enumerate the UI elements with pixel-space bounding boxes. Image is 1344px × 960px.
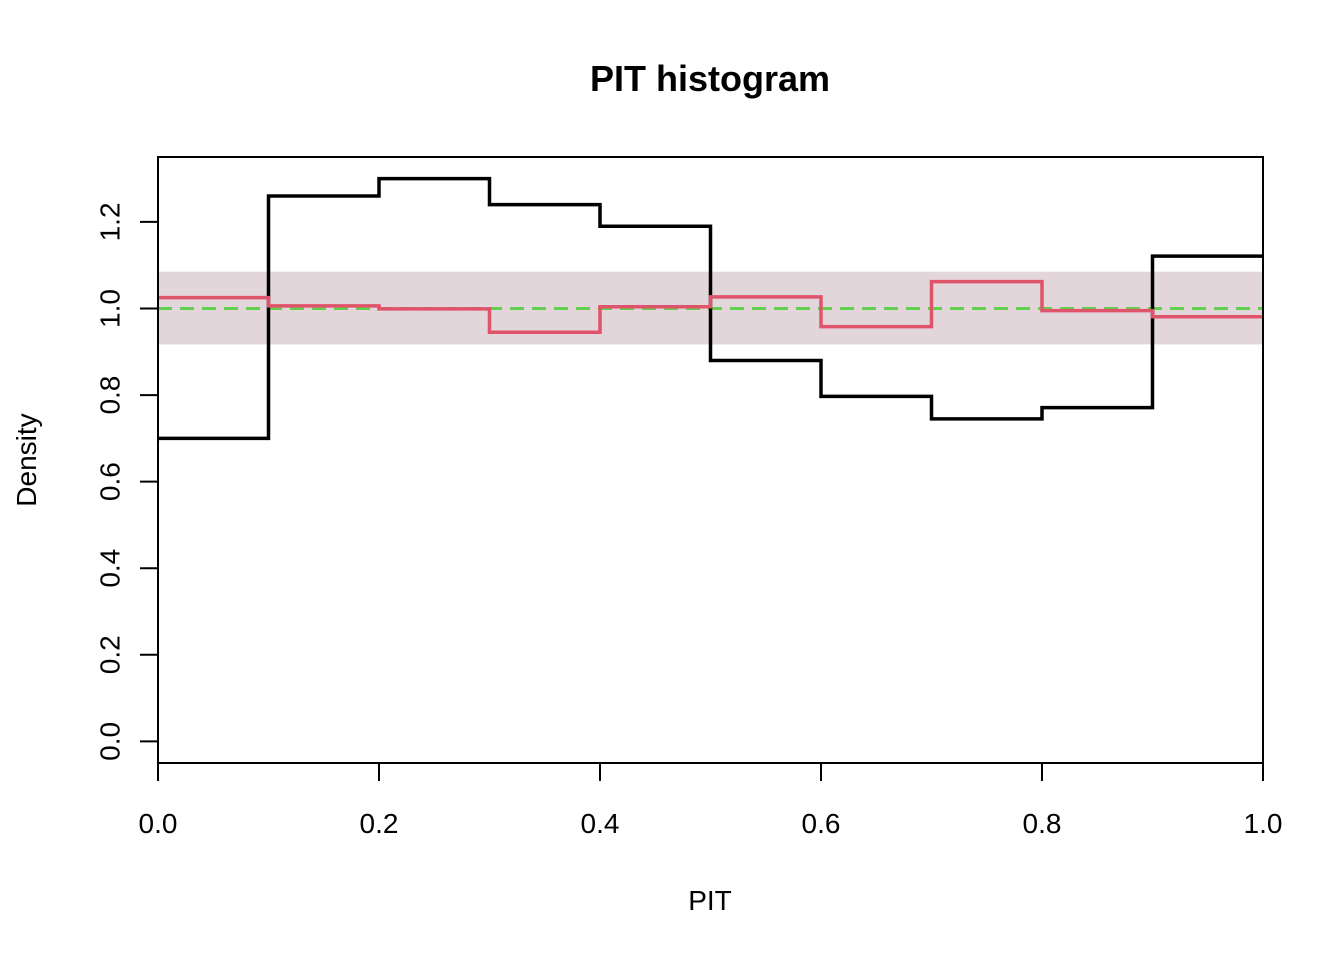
y-tick-label: 0.6 — [95, 462, 126, 501]
series-1-step-line — [158, 176, 1263, 441]
chart-title: PIT histogram — [590, 58, 830, 99]
x-tick-label: 1.0 — [1244, 808, 1283, 839]
y-tick-label: 0.0 — [95, 722, 126, 761]
y-axis: 0.0 0.2 0.4 0.6 0.8 1.0 1.2 — [95, 202, 158, 761]
y-tick-label: 1.2 — [95, 202, 126, 241]
y-tick-label: 1.0 — [95, 289, 126, 328]
x-tick-label: 0.6 — [802, 808, 841, 839]
y-tick-label: 0.2 — [95, 635, 126, 674]
x-tick-label: 0.2 — [360, 808, 399, 839]
series-layer — [158, 176, 1263, 441]
x-axis: 0.0 0.2 0.4 0.6 0.8 1.0 — [139, 763, 1283, 839]
x-axis-label: PIT — [688, 885, 732, 916]
y-tick-label: 0.8 — [95, 376, 126, 415]
x-tick-label: 0.0 — [139, 808, 178, 839]
x-tick-label: 0.8 — [1023, 808, 1062, 839]
series-2-step-line — [158, 279, 1263, 335]
x-tick-label: 0.4 — [581, 808, 620, 839]
plot-frame — [157, 156, 1264, 764]
y-axis-label: Density — [11, 413, 42, 506]
y-tick-label: 0.4 — [95, 549, 126, 588]
